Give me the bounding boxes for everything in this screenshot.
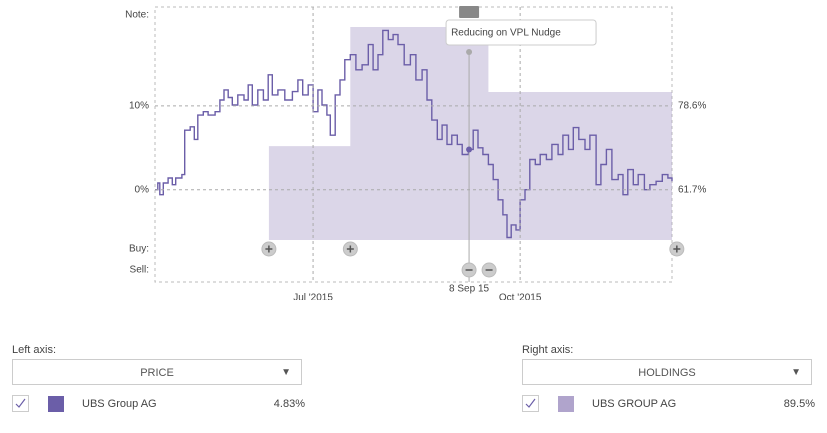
chart: Note: Buy: Sell: 0% 10% 61.7% 78.6% Jul '201… xyxy=(125,6,706,300)
caret: ▼ xyxy=(791,367,801,378)
dropdown[interactable]: PRICE ▼ xyxy=(12,359,302,385)
tooltip-text: Reducing on VPL Nudge xyxy=(451,28,561,39)
sell-marker[interactable] xyxy=(481,262,497,278)
series-name: UBS Group AG xyxy=(82,398,157,410)
dropdown-value: PRICE xyxy=(140,367,174,379)
y-tick-label: 10% xyxy=(129,100,149,111)
note-flag xyxy=(459,6,480,18)
dropdown-value: HOLDINGS xyxy=(638,367,696,379)
checkbox[interactable] xyxy=(12,395,29,412)
left-axis-panel: Left axis: PRICE ▼ UBS Group AG 4.83% xyxy=(12,344,305,424)
series-value: 4.83% xyxy=(273,398,305,410)
dropdown[interactable]: HOLDINGS ▼ xyxy=(522,359,812,385)
caret: ▼ xyxy=(281,367,291,378)
axis-title: Left axis: xyxy=(12,344,57,356)
row-label: Sell: xyxy=(130,265,149,276)
swatch xyxy=(558,396,574,412)
price-line xyxy=(155,29,673,239)
x-tick-label: Oct '2015 xyxy=(499,293,542,300)
row-label: Buy: xyxy=(129,244,149,255)
buy-marker[interactable] xyxy=(342,241,358,257)
check-icon xyxy=(525,398,536,408)
y2-tick-label: 78.6% xyxy=(678,101,706,112)
marker-point xyxy=(466,146,473,153)
right-axis-panel: Right axis: HOLDINGS ▼ UBS GROUP AG 89.5% xyxy=(522,344,815,424)
series-value: 89.5% xyxy=(783,398,815,410)
swatch xyxy=(48,396,64,412)
sell-marker[interactable] xyxy=(461,262,477,278)
checkbox[interactable] xyxy=(522,395,539,412)
buy-marker[interactable] xyxy=(669,241,685,257)
buy-marker[interactable] xyxy=(261,241,277,257)
y2-tick-label: 61.7% xyxy=(678,184,706,195)
y-tick-label: 0% xyxy=(135,184,150,195)
holdings-area xyxy=(268,27,672,240)
series-name: UBS GROUP AG xyxy=(592,398,677,410)
axis-title: Right axis: xyxy=(522,344,574,356)
x-tick-label: Jul '2015 xyxy=(293,293,333,300)
note-anchor xyxy=(466,49,473,55)
tooltip-box xyxy=(445,19,597,46)
marker-date: 8 Sep 15 xyxy=(449,284,489,295)
row-label: Note: xyxy=(125,10,149,21)
check-icon xyxy=(15,398,26,408)
plot-frame xyxy=(154,6,673,283)
